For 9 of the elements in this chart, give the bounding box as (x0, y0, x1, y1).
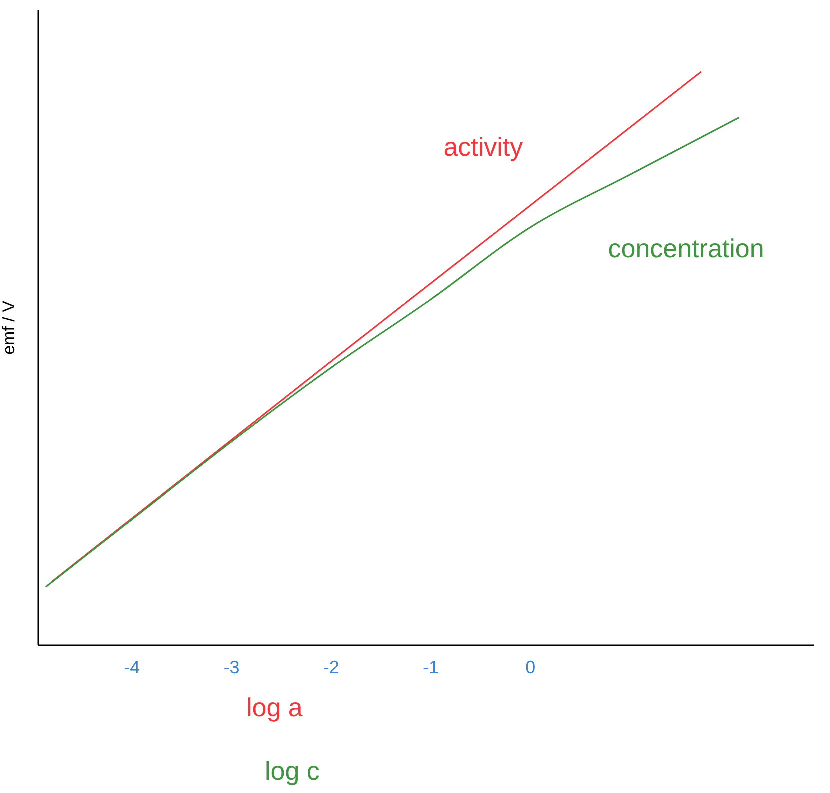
x-tick-label: -2 (323, 658, 340, 678)
x-axis-title: log a (246, 692, 304, 722)
series-label: activity (444, 132, 524, 162)
x-tick-label: -4 (124, 658, 140, 678)
x-tick-label: -3 (224, 658, 240, 678)
series-label: concentration (608, 234, 764, 264)
x-tick-label: -1 (422, 658, 439, 678)
y-axis-title: emf / V (0, 300, 18, 355)
x-tick-label: 0 (526, 658, 536, 678)
